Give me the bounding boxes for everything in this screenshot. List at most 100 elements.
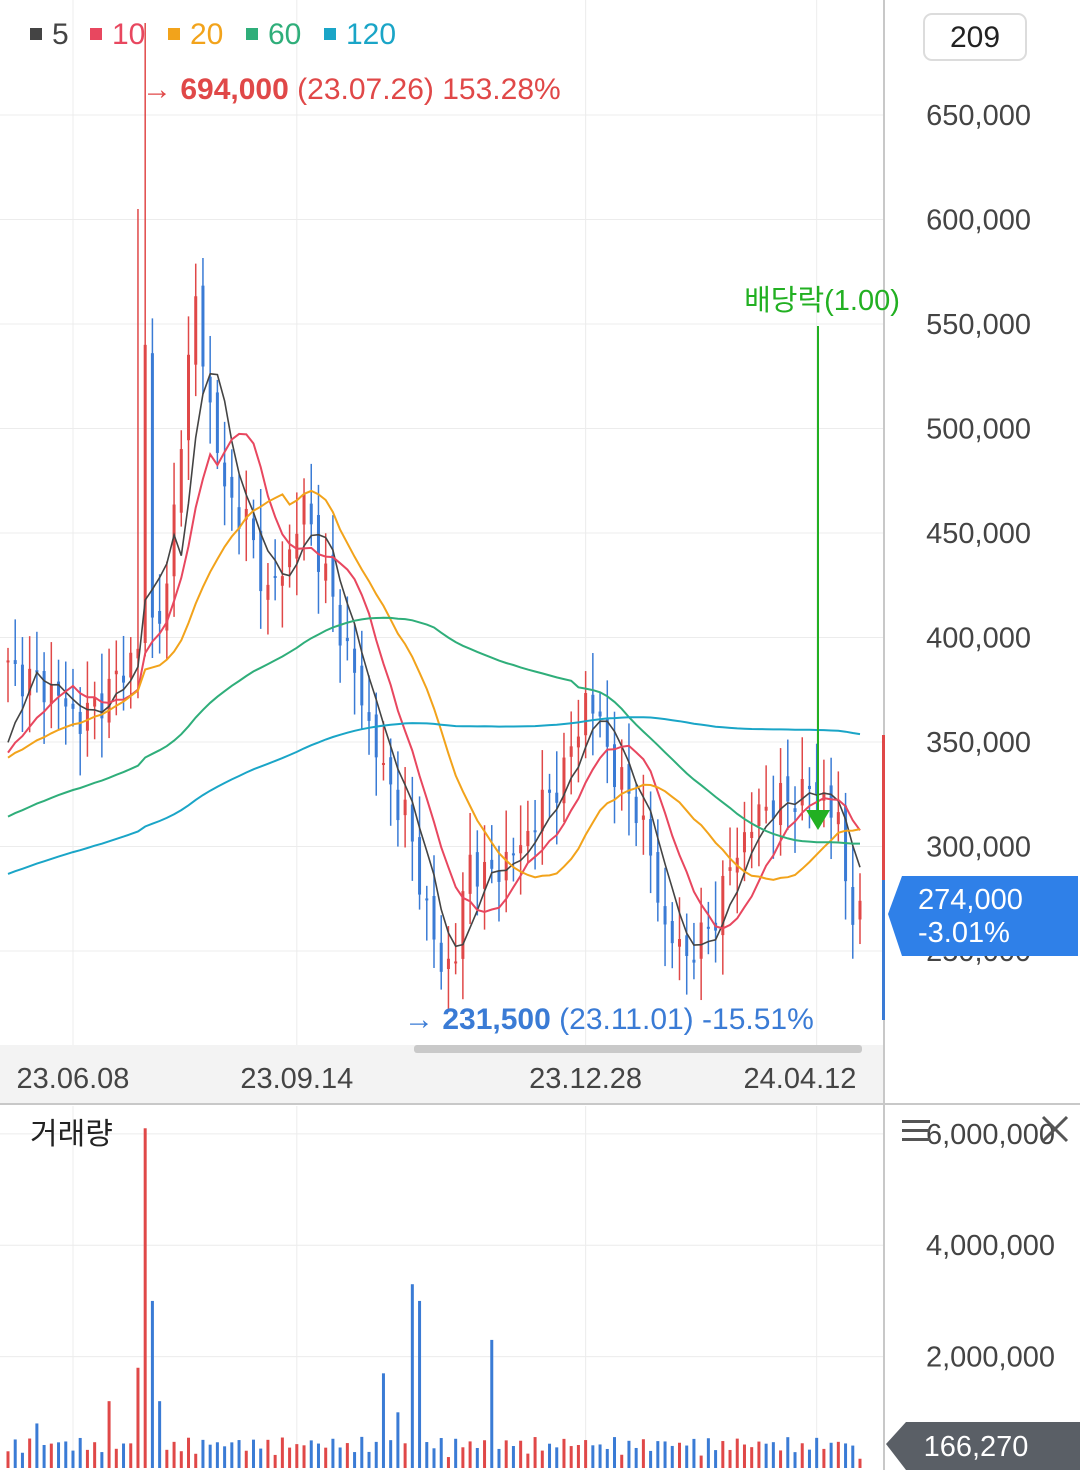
volume-bar — [562, 1438, 566, 1468]
volume-bar — [706, 1438, 710, 1468]
candle-body — [42, 671, 46, 703]
x-tick-label: 23.06.08 — [17, 1063, 130, 1095]
candle-body — [569, 746, 573, 757]
volume-bar — [714, 1450, 718, 1468]
candle-body — [410, 804, 414, 842]
candle-body — [605, 718, 609, 747]
high-marker: → 694,000 (23.07.26) 153.28% — [142, 73, 561, 106]
volume-bar — [194, 1453, 198, 1468]
low-date: (23.11.01) — [559, 1003, 694, 1036]
x-tick-label: 23.09.14 — [240, 1063, 353, 1095]
volume-bar — [35, 1423, 39, 1468]
candle-body — [490, 859, 494, 869]
legend-label: 5 — [52, 18, 69, 51]
volume-bar — [353, 1452, 357, 1468]
candle-body — [771, 800, 775, 819]
volume-bar — [71, 1450, 75, 1468]
volume-bar — [483, 1440, 487, 1468]
candle-body — [201, 285, 205, 367]
volume-bar — [656, 1441, 660, 1468]
volume-bar — [374, 1441, 378, 1468]
current-price: 274,000 — [918, 884, 1023, 916]
candle-body — [158, 610, 162, 624]
volume-gridlines — [0, 1106, 884, 1470]
y-tick-label: 300,000 — [926, 831, 1031, 863]
volume-bar — [685, 1445, 689, 1468]
candle-body — [519, 845, 523, 854]
y-tick-label: 550,000 — [926, 309, 1031, 341]
candle-body — [273, 575, 277, 578]
legend[interactable]: 5 10 20 60 120 — [30, 18, 396, 51]
candle-body — [786, 776, 790, 802]
hamburger-icon[interactable] — [902, 1120, 930, 1141]
volume-bar — [215, 1442, 219, 1468]
candle-body — [20, 664, 24, 697]
y-tick-label: 500,000 — [926, 413, 1031, 445]
price-range-marker-up — [882, 735, 885, 880]
candle-body — [100, 693, 104, 719]
candle-body — [475, 852, 479, 887]
candle-body — [548, 789, 552, 793]
volume-bar — [771, 1442, 775, 1468]
ma-line-60 — [7, 616, 860, 845]
ma-line-5 — [7, 372, 861, 948]
candle-body — [85, 702, 89, 731]
volume-bar — [309, 1440, 313, 1468]
volume-bar — [331, 1438, 335, 1468]
scroll-bar[interactable] — [414, 1045, 862, 1053]
volume-tick-label: 4,000,000 — [926, 1230, 1055, 1262]
period-badge[interactable]: 209 — [950, 21, 1000, 54]
volume-bar — [13, 1439, 17, 1468]
volume-bar — [750, 1447, 754, 1468]
period-badge-box[interactable] — [923, 13, 1027, 61]
volume-bar — [150, 1300, 154, 1468]
candle-body — [807, 785, 811, 790]
volume-bar — [237, 1440, 241, 1468]
candle-body — [728, 867, 732, 871]
candle-body — [829, 785, 833, 818]
volume-bar — [439, 1438, 443, 1468]
volume-bar — [858, 1458, 862, 1468]
volume-bar — [129, 1443, 133, 1468]
candle-body — [800, 779, 804, 806]
candle-body — [454, 961, 458, 964]
volume-bar — [208, 1444, 212, 1468]
legend-label: 120 — [346, 18, 396, 51]
volume-bar — [815, 1437, 819, 1468]
candle-body — [706, 926, 710, 929]
volume-bar — [526, 1453, 530, 1468]
candle-body — [64, 698, 68, 707]
legend-label: 20 — [190, 18, 223, 51]
volume-bar — [519, 1440, 523, 1468]
close-icon[interactable] — [1041, 1115, 1069, 1143]
candle-body — [584, 693, 588, 736]
x-tick-label: 23.12.28 — [529, 1063, 642, 1095]
volume-bar — [251, 1439, 255, 1468]
volume-bar — [122, 1443, 126, 1468]
volume-bar — [187, 1437, 191, 1468]
legend-swatch — [90, 28, 102, 40]
candle-body — [699, 922, 703, 959]
volume-bar — [569, 1446, 573, 1468]
volume-bar — [85, 1449, 89, 1468]
candle-body — [613, 744, 617, 788]
candle-body — [331, 554, 335, 597]
low-price: 231,500 — [442, 1003, 550, 1036]
candle-body — [742, 832, 746, 853]
candle-body — [71, 703, 75, 709]
legend-label: 10 — [112, 18, 145, 51]
volume-bar — [779, 1450, 783, 1468]
candle-body — [49, 683, 53, 705]
volume-bar — [540, 1450, 544, 1468]
volume-bar — [360, 1436, 364, 1468]
legend-swatch — [30, 28, 42, 40]
volume-bar — [649, 1450, 653, 1468]
volume-bar — [634, 1447, 638, 1468]
candle-body — [57, 681, 61, 696]
volume-bar — [851, 1445, 855, 1468]
candle-body — [627, 764, 631, 794]
volume-bar — [591, 1445, 595, 1468]
volume-bar — [280, 1437, 284, 1468]
